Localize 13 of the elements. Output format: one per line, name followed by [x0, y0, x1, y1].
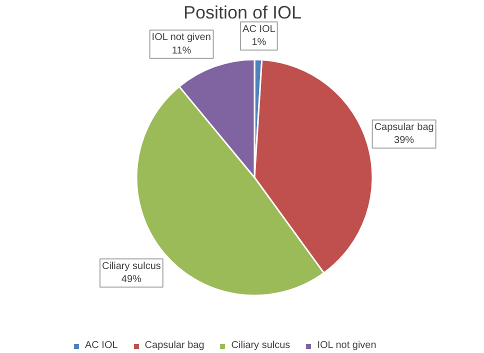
legend-label: Capsular bag	[144, 340, 204, 351]
data-label: 39%	[394, 135, 414, 146]
slice-label: Capsular bag	[374, 122, 434, 133]
slice-label: AC IOL	[242, 24, 276, 35]
data-label: 49%	[121, 274, 142, 286]
data-label: 11%	[172, 45, 192, 56]
chart-title: Position of IOL	[183, 2, 302, 22]
legend-label: AC IOL	[85, 340, 118, 351]
slice-label: Ciliary sulcus	[102, 260, 161, 272]
legend-label: IOL not given	[317, 340, 376, 351]
data-label: 1%	[252, 37, 266, 48]
slice-label: IOL not given	[152, 32, 211, 44]
legend-label: Ciliary sulcus	[231, 340, 290, 351]
